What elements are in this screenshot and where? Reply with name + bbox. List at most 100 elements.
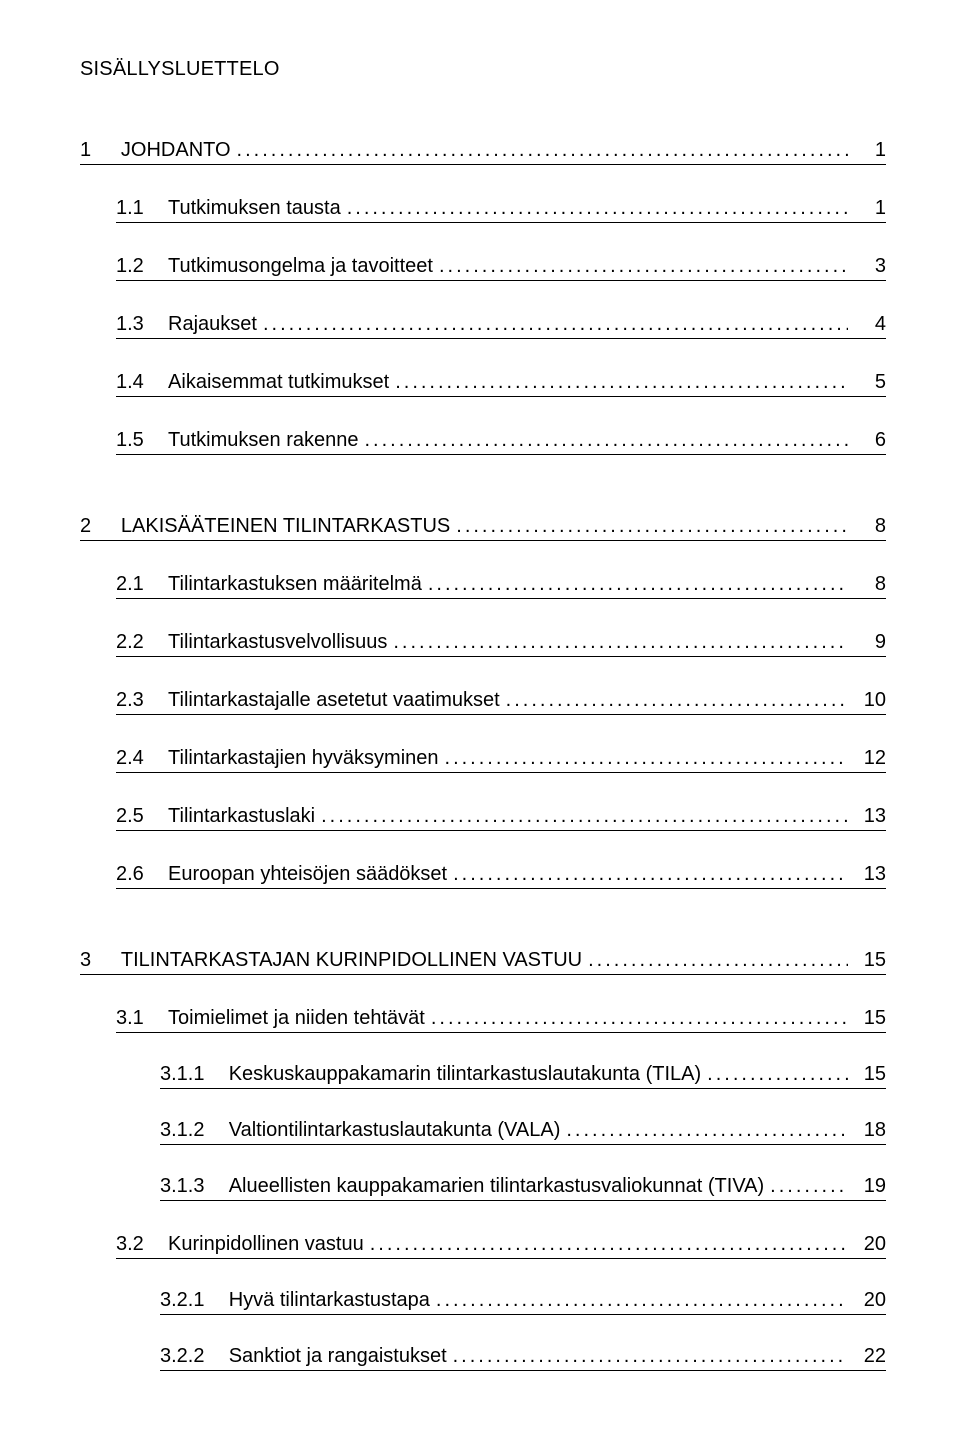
toc-entry-label: Sanktiot ja rangaistukset <box>227 1345 449 1370</box>
toc-leader-dots <box>453 1345 848 1368</box>
toc-entry-page: 8 <box>852 515 886 538</box>
toc-entry-label: Alueellisten kauppakamarien tilintarkast… <box>227 1175 766 1200</box>
toc-entry-label: Toimielimet ja niiden tehtävät <box>166 1007 427 1032</box>
toc-entry-page: 3 <box>852 255 886 278</box>
toc-entry-label: Tilintarkastuslaki <box>166 805 317 830</box>
toc-leader-dots <box>456 515 848 538</box>
toc-leader-dots <box>370 1233 848 1256</box>
toc-entry-label: Keskuskauppakamarin tilintarkastuslautak… <box>227 1063 703 1088</box>
toc-entry: 3.2 Kurinpidollinen vastuu 20 <box>116 1233 886 1259</box>
toc-leader-dots <box>770 1175 848 1198</box>
toc-entry-label: TILINTARKASTAJAN KURINPIDOLLINEN VASTUU <box>119 949 584 974</box>
toc-entry-number: 3.2.2 <box>160 1345 227 1368</box>
toc-leader-dots <box>347 197 848 220</box>
toc-entry-number: 3.1 <box>116 1007 166 1030</box>
toc-leader-dots <box>506 689 848 712</box>
toc-leader-dots <box>439 255 848 278</box>
toc-entry-page: 1 <box>852 197 886 220</box>
toc-entry-label: LAKISÄÄTEINEN TILINTARKASTUS <box>119 515 452 540</box>
toc-entry-label: Kurinpidollinen vastuu <box>166 1233 366 1258</box>
toc-leader-dots <box>436 1289 848 1312</box>
toc-entry-page: 5 <box>852 371 886 394</box>
toc-entry-page: 9 <box>852 631 886 654</box>
toc-leader-dots <box>395 371 848 394</box>
toc-entry-label: Hyvä tilintarkastustapa <box>227 1289 432 1314</box>
toc-entry-number: 3.1.2 <box>160 1119 227 1142</box>
toc-leader-dots <box>263 313 848 336</box>
toc-entry: 1 JOHDANTO1 <box>80 139 886 165</box>
toc-entry-label: Tilintarkastajalle asetetut vaatimukset <box>166 689 502 714</box>
toc-entry: 3 TILINTARKASTAJAN KURINPIDOLLINEN VASTU… <box>80 949 886 975</box>
toc-entry: 3.2.2 Sanktiot ja rangaistukset 22 <box>160 1345 886 1371</box>
toc-entry-number: 2.5 <box>116 805 166 828</box>
toc-entry-number: 3.1.3 <box>160 1175 227 1198</box>
toc-entry-number: 3 <box>80 949 119 972</box>
toc-entry: 1.2 Tutkimusongelma ja tavoitteet 3 <box>116 255 886 281</box>
toc-leader-dots <box>237 139 848 162</box>
toc-entry-page: 1 <box>852 139 886 162</box>
toc-entry-page: 13 <box>852 863 886 886</box>
toc-entry: 1.1 Tutkimuksen tausta1 <box>116 197 886 223</box>
toc-leader-dots <box>428 573 848 596</box>
toc-entry-number: 2.6 <box>116 863 166 886</box>
toc-leader-dots <box>588 949 848 972</box>
toc-entry-number: 1 <box>80 139 119 162</box>
toc-entry-page: 6 <box>852 429 886 452</box>
toc-leader-dots <box>566 1119 848 1142</box>
toc-entry-page: 22 <box>852 1345 886 1368</box>
toc-leader-dots <box>431 1007 848 1030</box>
toc-entry-page: 19 <box>852 1175 886 1198</box>
toc-entry-label: JOHDANTO <box>119 139 233 164</box>
toc-leader-dots <box>445 747 848 770</box>
doc-title: SISÄLLYSLUETTELO <box>80 58 886 81</box>
toc-entry-page: 8 <box>852 573 886 596</box>
toc-leader-dots <box>393 631 848 654</box>
toc-entry: 1.5 Tutkimuksen rakenne 6 <box>116 429 886 455</box>
toc-entry-number: 3.1.1 <box>160 1063 227 1086</box>
toc-leader-dots <box>365 429 849 452</box>
toc-entry-label: Tilintarkastusvelvollisuus <box>166 631 389 656</box>
toc-entry-page: 10 <box>852 689 886 712</box>
toc-entry-label: Rajaukset <box>166 313 259 338</box>
toc-entry: 2 LAKISÄÄTEINEN TILINTARKASTUS 8 <box>80 515 886 541</box>
toc-entry: 2.1 Tilintarkastuksen määritelmä8 <box>116 573 886 599</box>
toc-entry: 1.4 Aikaisemmat tutkimukset 5 <box>116 371 886 397</box>
toc-entry: 3.1.2 Valtiontilintarkastuslautakunta (V… <box>160 1119 886 1145</box>
toc-entry-page: 4 <box>852 313 886 336</box>
toc-entry-page: 15 <box>852 949 886 972</box>
toc-entry-page: 15 <box>852 1063 886 1086</box>
toc-entry-label: Tilintarkastajien hyväksyminen <box>166 747 440 772</box>
toc-entry-number: 2.3 <box>116 689 166 712</box>
toc-entry-number: 1.3 <box>116 313 166 336</box>
toc-entry-number: 1.1 <box>116 197 166 220</box>
toc-entry: 3.1.1 Keskuskauppakamarin tilintarkastus… <box>160 1063 886 1089</box>
toc-entry: 2.3 Tilintarkastajalle asetetut vaatimuk… <box>116 689 886 715</box>
toc-entry-page: 12 <box>852 747 886 770</box>
toc-entry-number: 2.4 <box>116 747 166 770</box>
toc-entry-label: Euroopan yhteisöjen säädökset <box>166 863 449 888</box>
toc-entry-page: 15 <box>852 1007 886 1030</box>
toc-entry-page: 20 <box>852 1233 886 1256</box>
toc-leader-dots <box>321 805 848 828</box>
toc-entry-label: Tutkimuksen rakenne <box>166 429 360 454</box>
toc-entry-number: 2 <box>80 515 119 538</box>
toc-leader-dots <box>707 1063 848 1086</box>
toc-entry-page: 18 <box>852 1119 886 1142</box>
toc-entry: 2.5 Tilintarkastuslaki 13 <box>116 805 886 831</box>
toc-entry-number: 2.2 <box>116 631 166 654</box>
toc-entry-label: Tilintarkastuksen määritelmä <box>166 573 424 598</box>
toc-entry: 3.1 Toimielimet ja niiden tehtävät 15 <box>116 1007 886 1033</box>
toc-entry-page: 13 <box>852 805 886 828</box>
toc-page: SISÄLLYSLUETTELO 1 JOHDANTO11.1 Tutkimuk… <box>0 0 960 1431</box>
toc-entry: 2.6 Euroopan yhteisöjen säädökset 13 <box>116 863 886 889</box>
toc-entry-label: Valtiontilintarkastuslautakunta (VALA) <box>227 1119 563 1144</box>
toc-entry-number: 1.2 <box>116 255 166 278</box>
toc-entry-number: 1.5 <box>116 429 166 452</box>
toc-leader-dots <box>453 863 848 886</box>
toc-entry-number: 1.4 <box>116 371 166 394</box>
toc-entry: 3.2.1 Hyvä tilintarkastustapa20 <box>160 1289 886 1315</box>
toc-entry-label: Tutkimusongelma ja tavoitteet <box>166 255 435 280</box>
toc-entry-label: Aikaisemmat tutkimukset <box>166 371 391 396</box>
toc-entry-number: 3.2 <box>116 1233 166 1256</box>
toc-entry: 2.2 Tilintarkastusvelvollisuus 9 <box>116 631 886 657</box>
